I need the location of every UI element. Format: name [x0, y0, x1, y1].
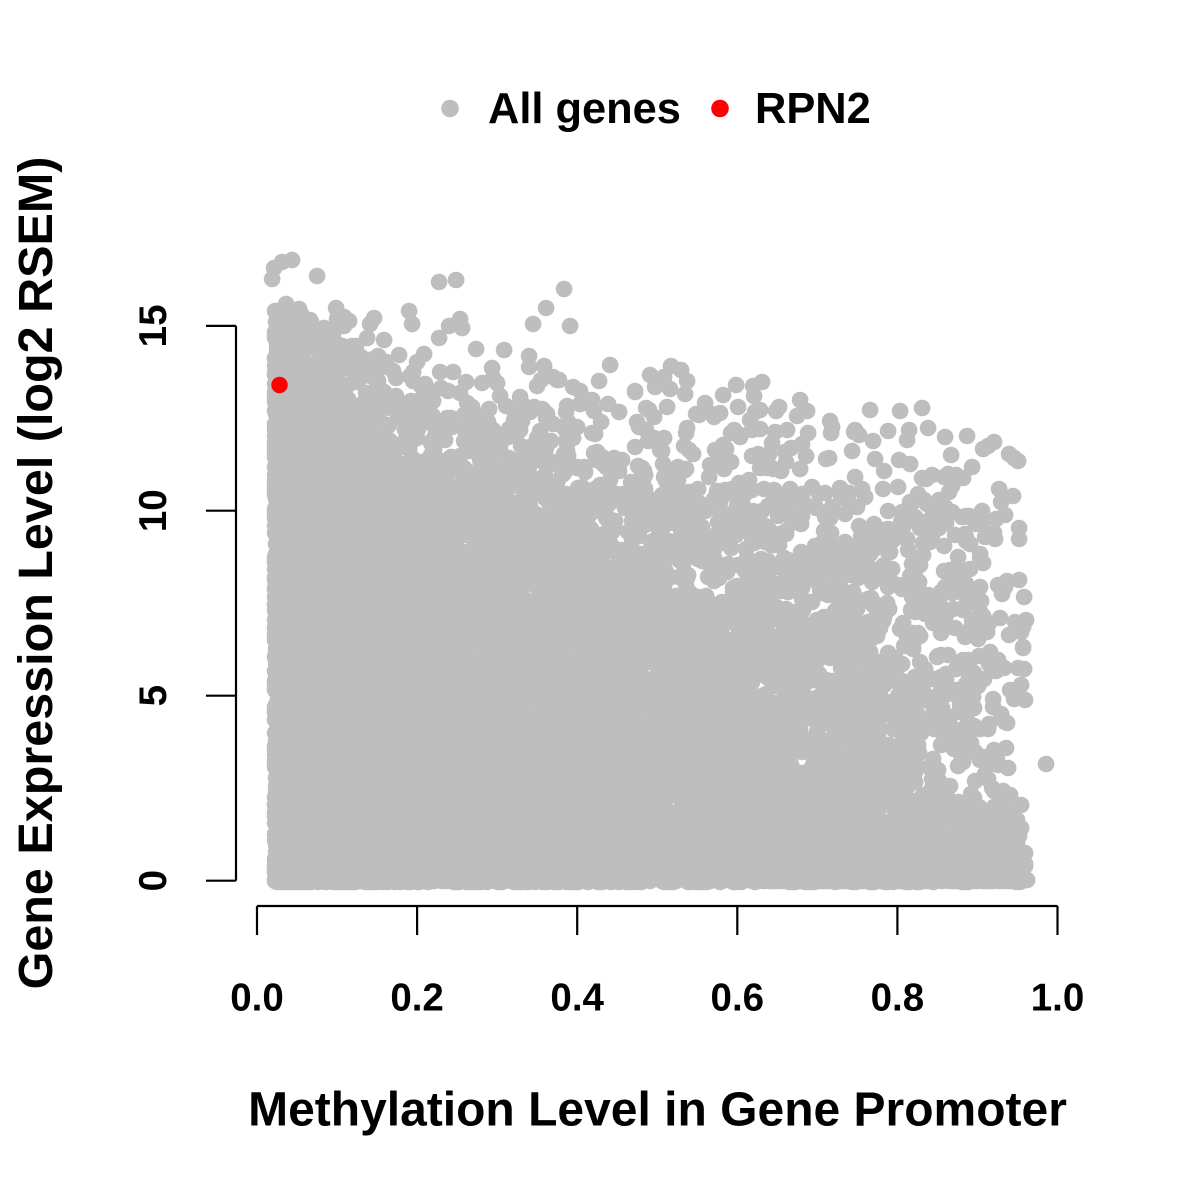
svg-text:0.6: 0.6	[711, 976, 765, 1019]
svg-text:0.4: 0.4	[550, 976, 604, 1019]
svg-text:0.2: 0.2	[390, 976, 444, 1019]
svg-text:10: 10	[132, 489, 175, 532]
svg-text:Gene Expression Level (log2 RS: Gene Expression Level (log2 RSEM)	[9, 157, 63, 990]
svg-text:0.0: 0.0	[230, 976, 284, 1019]
svg-text:All genes: All genes	[488, 85, 681, 133]
svg-text:Methylation Level in Gene Prom: Methylation Level in Gene Promoter	[248, 1084, 1067, 1137]
svg-text:RPN2: RPN2	[755, 85, 871, 133]
svg-text:0: 0	[132, 870, 175, 891]
svg-text:1.0: 1.0	[1031, 976, 1085, 1019]
svg-text:0.8: 0.8	[871, 976, 925, 1019]
svg-text:15: 15	[132, 304, 175, 347]
svg-text:5: 5	[132, 685, 175, 706]
